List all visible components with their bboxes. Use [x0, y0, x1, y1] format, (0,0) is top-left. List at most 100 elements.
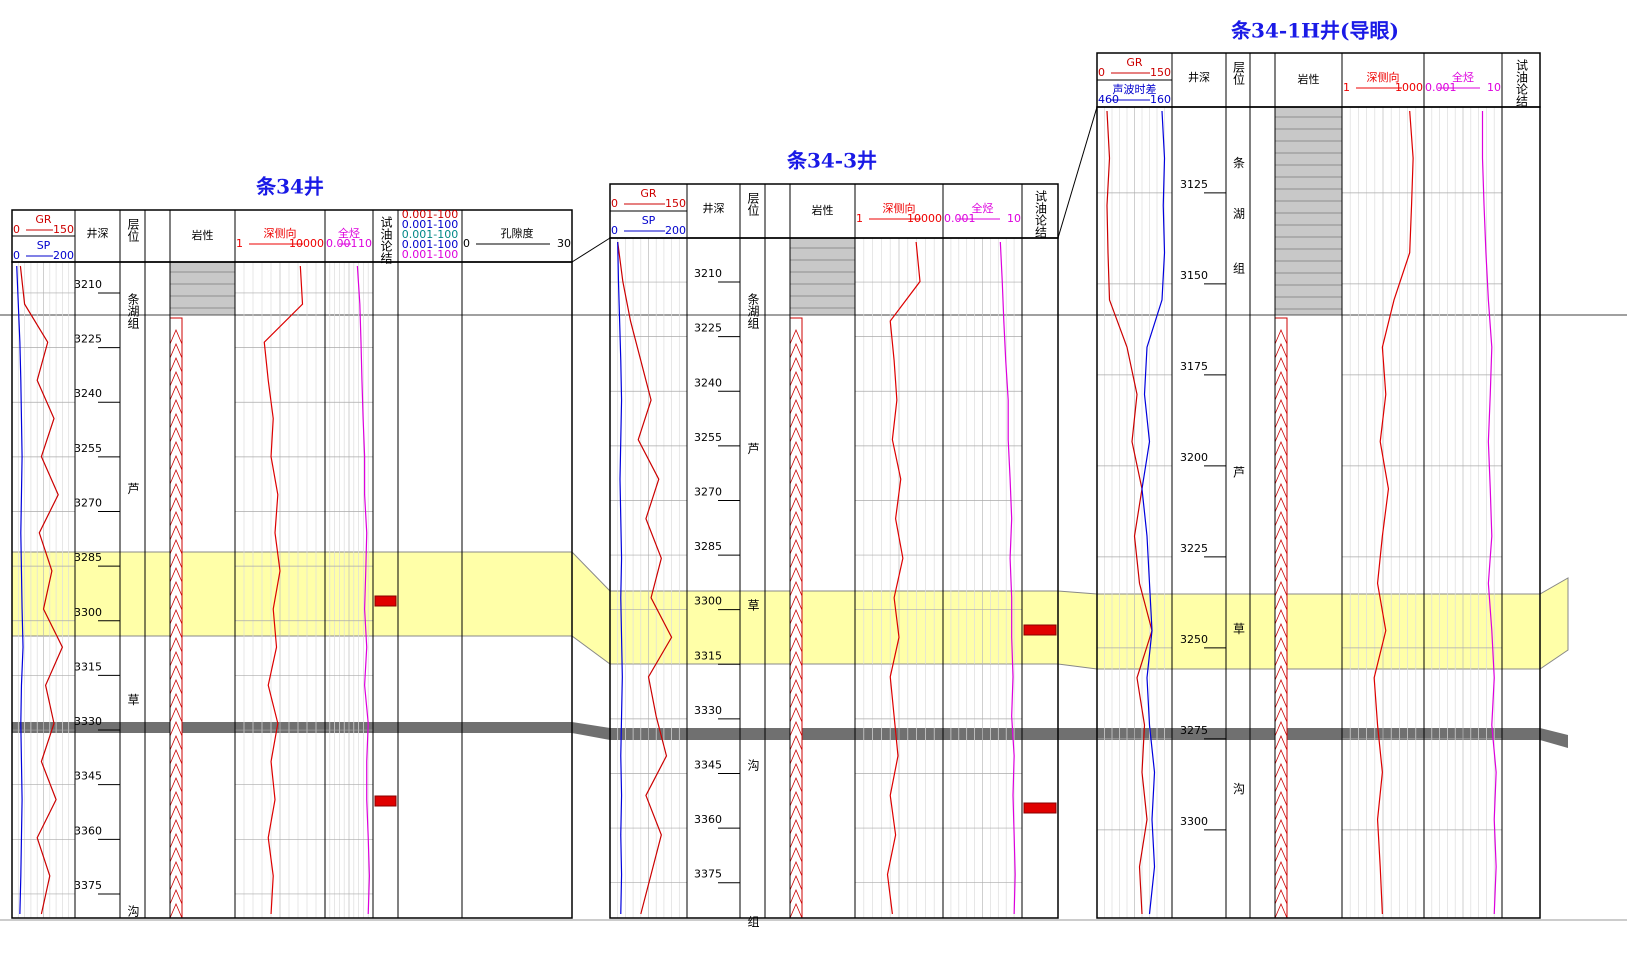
scale-min: 0	[611, 197, 618, 210]
curve-name: 全烃	[972, 201, 994, 215]
lith-pattern	[789, 594, 803, 611]
lith-pattern	[169, 832, 183, 849]
lith-pattern	[169, 426, 183, 443]
lith-pattern	[1274, 342, 1288, 359]
formation-label: 芦	[126, 482, 140, 494]
lith-pattern	[1274, 328, 1288, 345]
lith-pattern	[789, 790, 803, 807]
lith-pattern	[1274, 678, 1288, 695]
header-test: 试油论结	[1515, 58, 1529, 107]
depth-label: 3360	[694, 813, 722, 826]
lith-pattern	[169, 706, 183, 723]
formation-label: 沟	[1232, 782, 1246, 794]
lith-pattern	[789, 804, 803, 821]
lith-pattern	[789, 706, 803, 723]
lith-pattern	[789, 636, 803, 653]
lith-pattern	[1274, 468, 1288, 485]
lith-pattern	[1274, 538, 1288, 555]
scale-max: 10000	[907, 212, 942, 225]
lith-pattern	[789, 762, 803, 779]
depth-label: 3225	[74, 333, 102, 346]
lith-pattern	[1274, 664, 1288, 681]
formation-label: 草	[1232, 622, 1246, 634]
lith-pattern	[1274, 580, 1288, 597]
well: 条34-3井 3210 3225 3240 3255 3270 3285 3300 3315 33…	[609, 149, 1059, 927]
depth-label: 3315	[694, 649, 722, 662]
depth-label: 3225	[1180, 542, 1208, 555]
lith-pattern	[169, 538, 183, 555]
lith-sand	[1274, 317, 1288, 919]
scale-max: 150	[53, 223, 74, 236]
lith-pattern	[789, 454, 803, 471]
test-interval	[374, 795, 397, 807]
lith-pattern	[1274, 412, 1288, 429]
lith-pattern	[169, 776, 183, 793]
lith-pattern	[789, 888, 803, 905]
lith-pattern	[1274, 706, 1288, 723]
lith-pattern	[169, 748, 183, 765]
lith-pattern	[169, 552, 183, 569]
depth-label: 3175	[1180, 360, 1208, 373]
scale-max: 160	[1150, 93, 1171, 106]
depth-label: 3330	[74, 715, 102, 728]
depth-label: 3375	[74, 879, 102, 892]
formation-label: 条湖组	[746, 293, 760, 329]
lith-pattern	[1274, 552, 1288, 569]
depth-label: 3345	[694, 758, 722, 771]
lith-pattern	[169, 454, 183, 471]
scale-min: 460	[1098, 93, 1119, 106]
multi-scale: 0.001-100	[402, 228, 458, 241]
lith-pattern	[1274, 496, 1288, 513]
curve-name: GR	[1126, 56, 1143, 69]
depth-label: 3255	[74, 442, 102, 455]
header-lith: 岩性	[812, 203, 834, 217]
depth-label: 3240	[694, 376, 722, 389]
depth-label: 3150	[1180, 269, 1208, 282]
lith-pattern	[1274, 818, 1288, 835]
curve-name: GR	[35, 213, 52, 226]
lith-pattern	[169, 902, 183, 919]
lith-pattern	[1274, 762, 1288, 779]
lith-pattern	[789, 902, 803, 919]
curve-name: 孔隙度	[501, 226, 534, 240]
curve-name: SP	[37, 239, 51, 252]
scale-min: 0	[611, 224, 618, 237]
lith-pattern	[789, 664, 803, 681]
depth-label: 3225	[694, 322, 722, 335]
header-depth: 井深	[703, 201, 725, 215]
depth-label: 3360	[74, 824, 102, 837]
formation-label: 条	[1232, 156, 1246, 168]
header-test: 试油论结	[1034, 189, 1048, 238]
header-lith: 岩性	[1298, 72, 1320, 86]
lith-pattern	[169, 440, 183, 457]
log-curve	[886, 241, 921, 915]
test-interval	[374, 595, 397, 607]
scale-min: 0	[463, 237, 470, 250]
depth-label: 3250	[1180, 633, 1208, 646]
depth-label: 3300	[74, 606, 102, 619]
depth-label: 3315	[74, 660, 102, 673]
depth-label: 3285	[694, 540, 722, 553]
depth-label: 3240	[74, 387, 102, 400]
lith-pattern	[169, 692, 183, 709]
log-curve	[1141, 110, 1166, 915]
multi-scale: 0.001-100	[402, 238, 458, 251]
depth-label: 3125	[1180, 178, 1208, 191]
lith-pattern	[789, 426, 803, 443]
scale-max: 10	[1487, 81, 1501, 94]
header-lith: 岩性	[192, 228, 214, 242]
lith-pattern	[1274, 874, 1288, 891]
lith-pattern	[1274, 846, 1288, 863]
link-line	[571, 237, 611, 263]
depth-label: 3270	[74, 497, 102, 510]
lith-pattern	[169, 860, 183, 877]
lith-pattern	[789, 552, 803, 569]
log-curve	[356, 265, 370, 915]
lith-pattern	[789, 622, 803, 639]
track-frame	[609, 237, 1059, 919]
well-title: 条34井	[256, 175, 324, 199]
formation-label: 条湖组	[126, 293, 140, 329]
lith-pattern	[1274, 636, 1288, 653]
depth-label: 3345	[74, 770, 102, 783]
